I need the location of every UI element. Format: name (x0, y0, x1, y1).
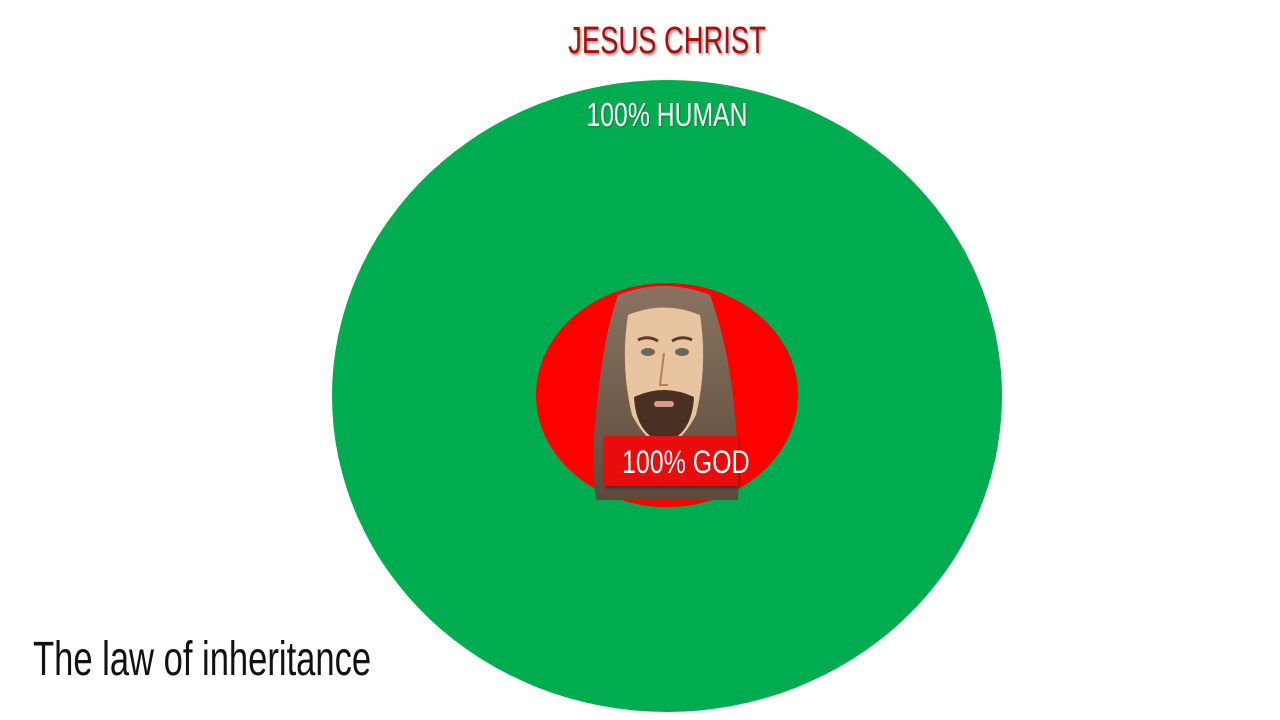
god-label-text: 100% GOD (621, 444, 750, 480)
human-label: 100% HUMAN (586, 96, 748, 133)
caption: The law of inheritance (33, 633, 372, 686)
god-label: 100% GOD (604, 436, 750, 486)
diagram-title: JESUS CHRIST (568, 20, 766, 62)
